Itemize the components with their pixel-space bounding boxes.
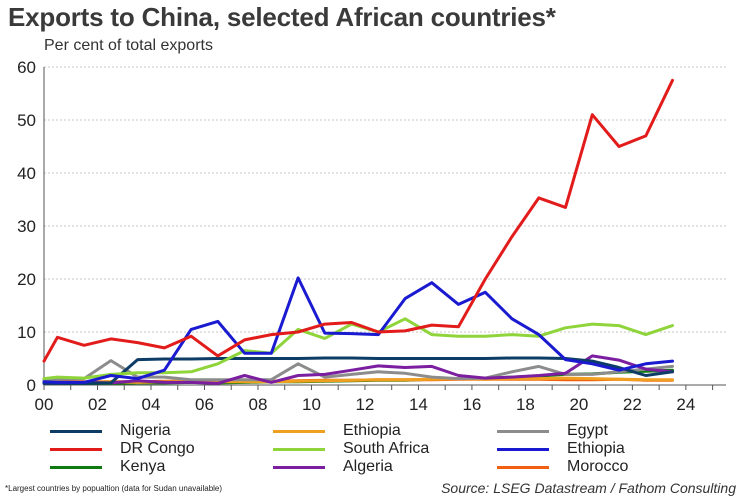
- series-line-dr-congo-3: [42, 78, 674, 363]
- x-tick-label: 20: [569, 395, 588, 414]
- series-line-south-africa-4: [42, 317, 674, 381]
- x-tick-label: 10: [302, 395, 321, 414]
- y-tick-label: 20: [17, 270, 36, 289]
- y-tick-label: 40: [17, 164, 36, 183]
- y-tick-label: 30: [17, 217, 36, 236]
- y-tick-label: 10: [17, 323, 36, 342]
- y-tick-label: 50: [17, 111, 36, 130]
- x-tick-label: 04: [142, 395, 161, 414]
- series-lines: [42, 78, 674, 385]
- x-tick-label: 16: [462, 395, 481, 414]
- x-tick-label: 14: [409, 395, 428, 414]
- series-line-ethiopia-5: [42, 276, 674, 384]
- x-tick-label: 22: [623, 395, 642, 414]
- x-tick-label: 06: [195, 395, 214, 414]
- x-tick-label: 18: [516, 395, 535, 414]
- x-tick-label: 02: [88, 395, 107, 414]
- series-line-algeria-7: [42, 354, 674, 385]
- axes: 0 10 20 30 40 50 60 00 02 04 06 08 10 12 14 16 18 20 22 24: [17, 58, 726, 414]
- x-tick-label: 24: [676, 395, 695, 414]
- chart-subtitle: Per cent of total exports: [44, 37, 213, 54]
- footnote: *Largest countries by popualtion (data f…: [5, 484, 223, 493]
- series-line-ethiopia-1: [42, 376, 674, 385]
- chart-title: Exports to China, selected African count…: [8, 2, 556, 32]
- y-tick-label: 60: [17, 58, 36, 77]
- x-tick-label: 00: [35, 395, 54, 414]
- gridlines: [44, 66, 726, 333]
- source-note: Source: LSEG Datastream / Fathom Consult…: [441, 480, 736, 496]
- y-tick-label: 0: [27, 376, 36, 395]
- x-tick-label: 12: [355, 395, 374, 414]
- x-tick-label: 08: [248, 395, 267, 414]
